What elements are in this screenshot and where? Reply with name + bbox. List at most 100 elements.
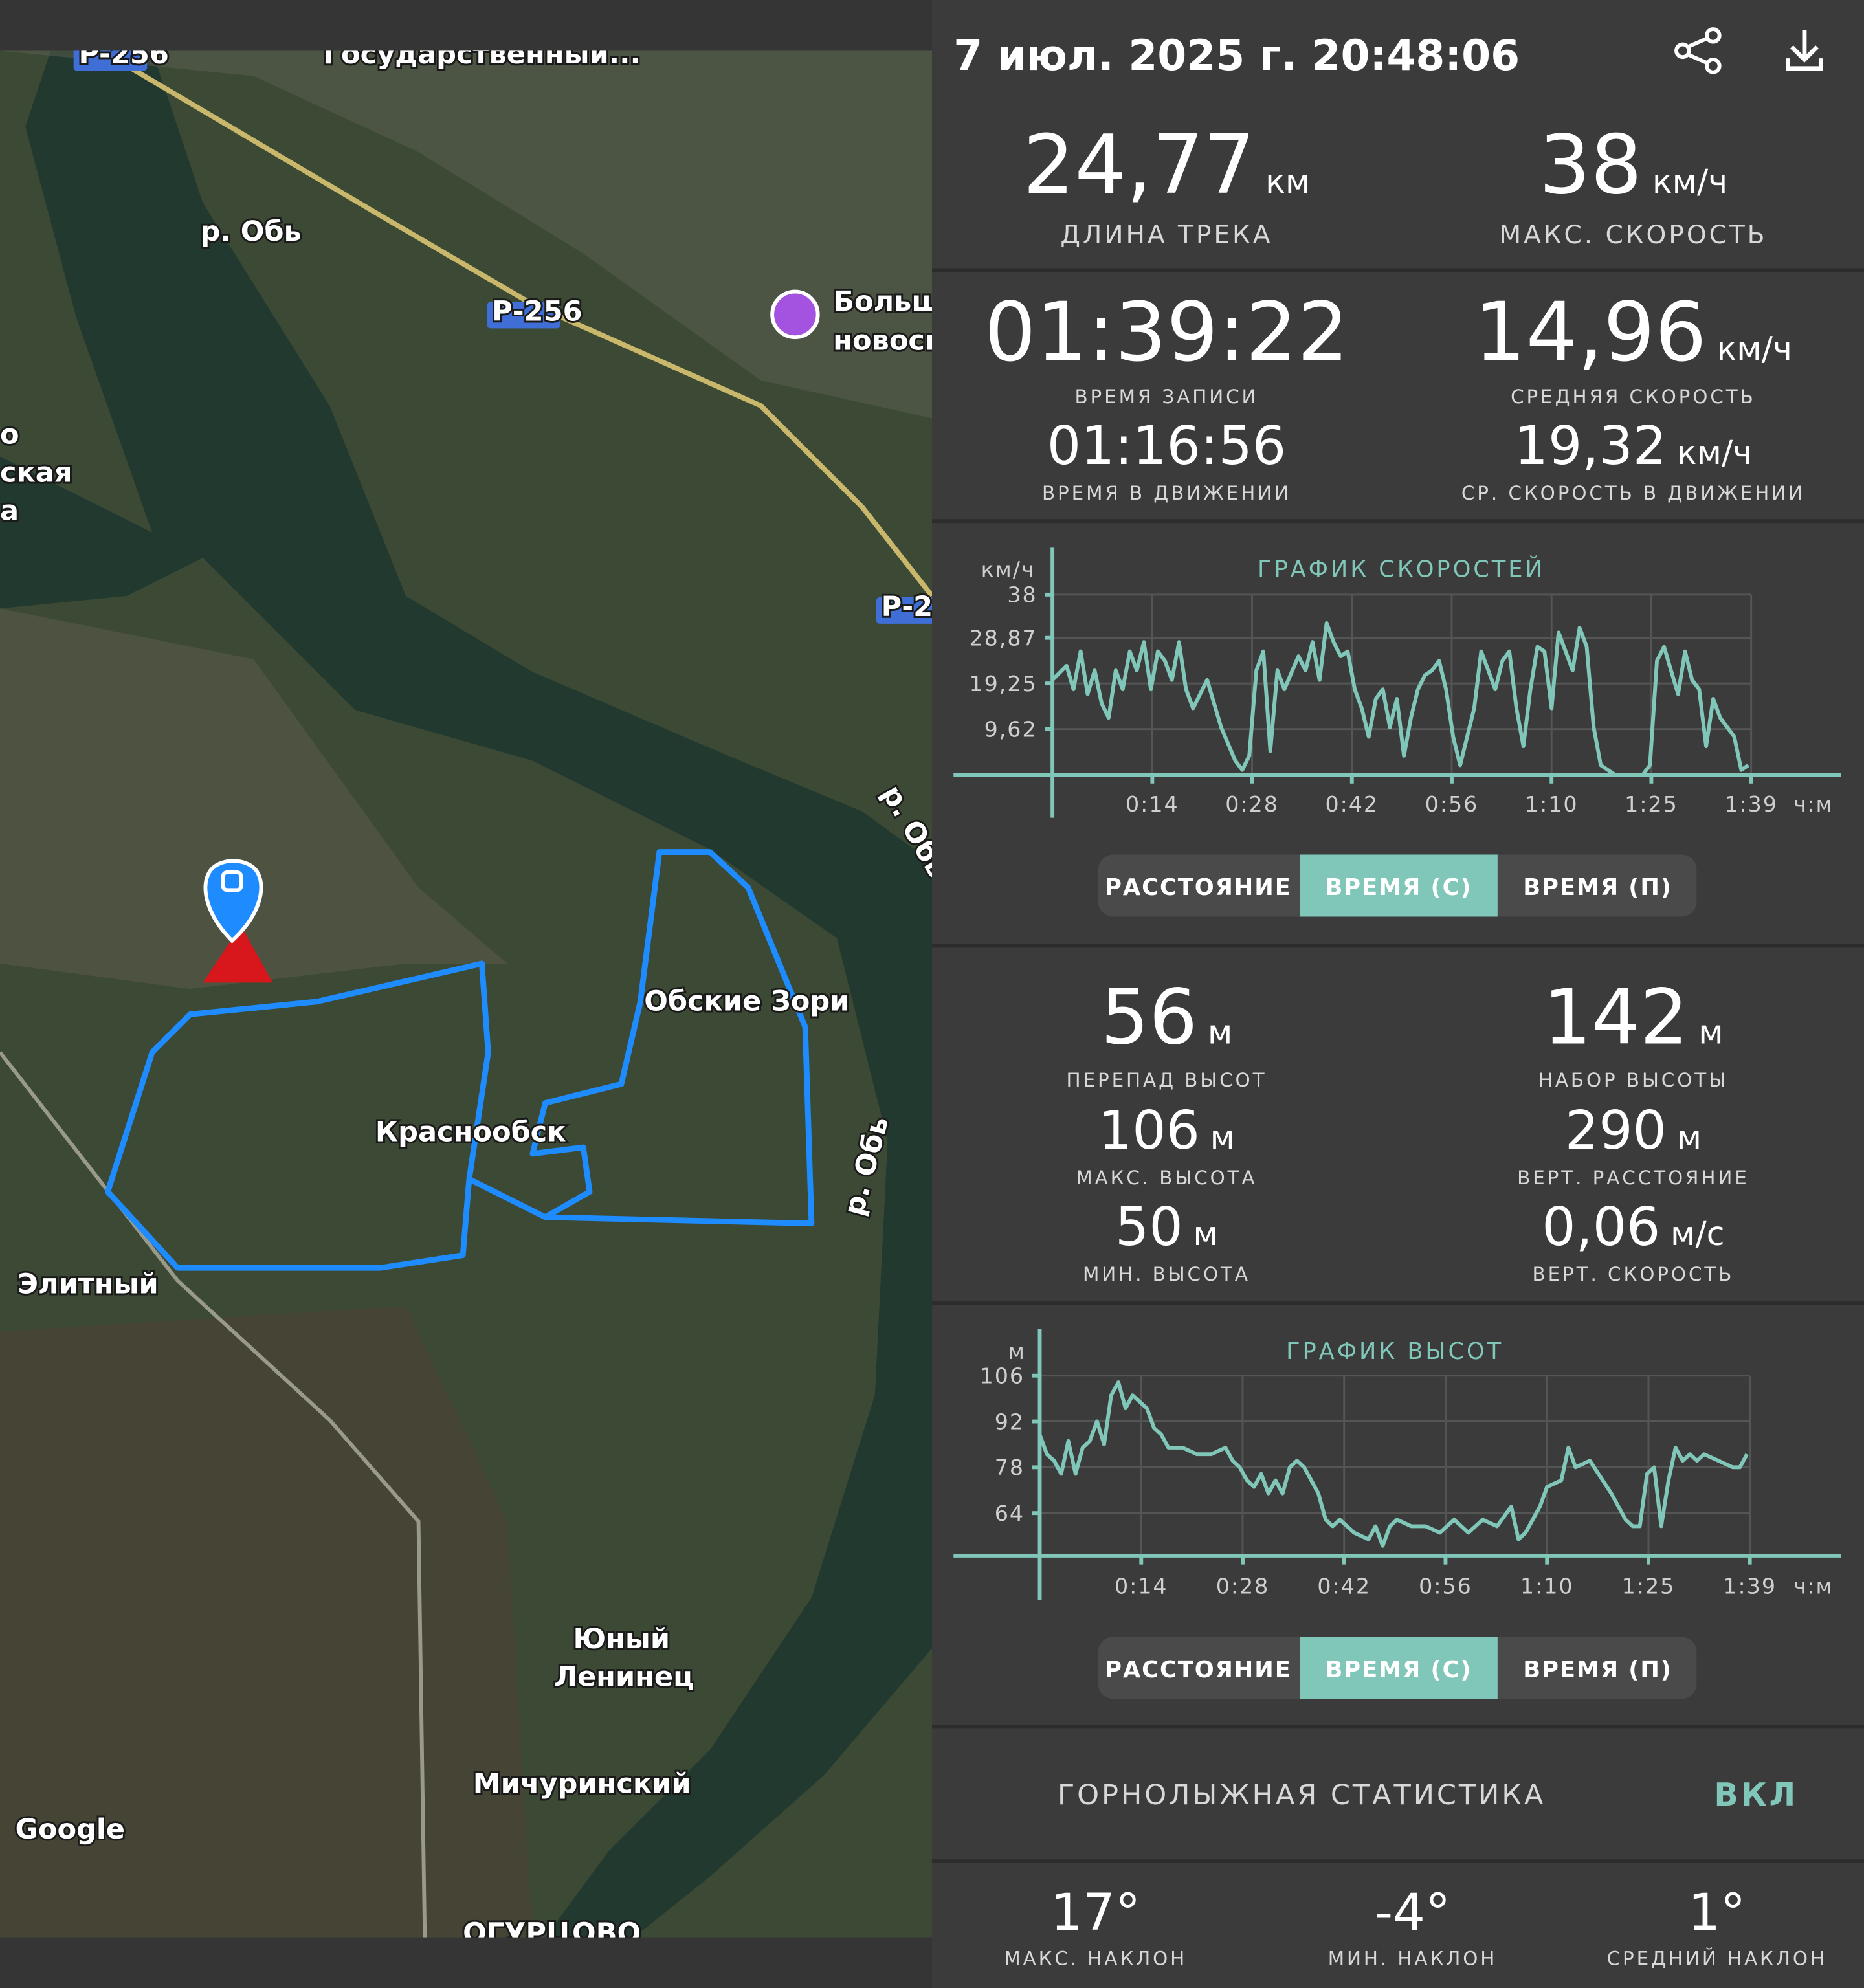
segment-button[interactable]: ВРЕМЯ (С): [1325, 874, 1472, 901]
stat-label: МИН. ВЫСОТА: [1083, 1263, 1250, 1285]
segment-button[interactable]: ВРЕМЯ (С): [1325, 1657, 1472, 1683]
track-title: 7 июл. 2025 г. 20:48:06: [953, 32, 1520, 80]
x-tick-label: 1:39: [1724, 791, 1778, 817]
download-button[interactable]: [1786, 30, 1823, 71]
stat-number: 56: [1101, 973, 1198, 1061]
stat-value: 01:39:22: [984, 285, 1349, 379]
stat-unit: м/с: [1670, 1215, 1725, 1254]
x-tick-label: 0:28: [1225, 791, 1279, 817]
map-label: Государственный...: [324, 38, 641, 71]
stat-label: ВРЕМЯ В ДВИЖЕНИИ: [1042, 482, 1291, 504]
stat-number: 38: [1539, 118, 1643, 212]
ski-label: МАКС. НАКЛОН: [1004, 1948, 1187, 1970]
stat-unit: км/ч: [1677, 434, 1752, 472]
stat-unit: м: [1677, 1119, 1702, 1157]
stat-value: 106 м: [1098, 1100, 1235, 1162]
y-tick-label: 78: [995, 1455, 1025, 1480]
stat-value: 19,32 км/ч: [1514, 415, 1753, 477]
map-label: Р-256: [78, 38, 168, 71]
map-attribution: Google: [16, 1813, 125, 1846]
map-label: Больш: [833, 285, 941, 318]
segment-selected: [1300, 1637, 1498, 1699]
stat-label: ВЕРТ. СКОРОСТЬ: [1533, 1263, 1735, 1285]
road-shield: [876, 597, 932, 624]
stat-value: 24,77 км: [1023, 118, 1311, 212]
stat-label: ДЛИНА ТРЕКА: [1060, 221, 1272, 250]
x-tick-label: 1:39: [1723, 1574, 1777, 1599]
stat-unit: км/ч: [1717, 330, 1792, 368]
map-label: Ленинец: [554, 1661, 694, 1694]
stat-number: 142: [1543, 973, 1688, 1061]
y-tick-label: 106: [980, 1363, 1025, 1388]
x-tick-label: 1:10: [1520, 1574, 1574, 1599]
stat-label: МАКС. СКОРОСТЬ: [1499, 221, 1767, 250]
map-label: Мичуринский: [473, 1767, 691, 1800]
road-shield: [487, 302, 560, 329]
stat-label: ПЕРЕПАД ВЫСОТ: [1066, 1069, 1267, 1091]
stat-label: НАБОР ВЫСОТЫ: [1538, 1069, 1728, 1091]
x-tick-label: 0:56: [1425, 791, 1479, 817]
stat-value: 56 м: [1101, 973, 1233, 1061]
stat-label: СРЕДНЯЯ СКОРОСТЬ: [1511, 386, 1756, 408]
ski-value: 1°: [1688, 1883, 1746, 1942]
stat-value: 50 м: [1115, 1197, 1218, 1258]
data-line: [1037, 1380, 1749, 1548]
chart-title: ГРАФИК СКОРОСТЕЙ: [1258, 555, 1545, 582]
map-label: Р-256: [492, 296, 582, 328]
x-axis-label: ч:м: [1793, 791, 1834, 817]
stat-number: 290: [1565, 1100, 1667, 1162]
y-tick-label: 92: [995, 1409, 1025, 1434]
x-axis-label: ч:м: [1793, 1574, 1834, 1599]
stat-number: 24,77: [1023, 118, 1256, 212]
stat-value: 142 м: [1543, 973, 1723, 1061]
x-tick-label: 0:42: [1317, 1574, 1371, 1599]
stat-number: 106: [1098, 1100, 1200, 1162]
stat-number: 01:39:22: [984, 285, 1349, 379]
stat-label: ВЕРТ. РАССТОЯНИЕ: [1517, 1167, 1749, 1189]
ski-value: 17°: [1050, 1883, 1140, 1942]
x-tick-label: 1:25: [1622, 1574, 1676, 1599]
segment-button[interactable]: ВРЕМЯ (П): [1523, 1657, 1672, 1683]
map-label: Элитный: [17, 1268, 158, 1300]
x-tick-label: 1:25: [1625, 791, 1678, 817]
ski-toggle[interactable]: ВКЛ: [1714, 1776, 1798, 1813]
stat-unit: м: [1210, 1119, 1235, 1157]
stat-label: ВРЕМЯ ЗАПИСИ: [1074, 386, 1258, 408]
stat-value: 14,96 км/ч: [1474, 285, 1792, 379]
stat-number: 01:16:56: [1047, 415, 1286, 477]
y-tick-label: 64: [995, 1501, 1025, 1526]
stat-unit: м: [1193, 1215, 1217, 1254]
road-shield: [73, 50, 148, 71]
y-tick-label: 9,62: [984, 716, 1037, 742]
stat-value: 290 м: [1565, 1100, 1702, 1162]
map-label: ская: [0, 456, 72, 489]
map-label: новоси: [833, 325, 944, 357]
stat-number: 50: [1115, 1197, 1183, 1258]
stat-number: 19,32: [1514, 415, 1667, 477]
ski-label: МИН. НАКЛОН: [1328, 1948, 1498, 1970]
stat-label: СР. СКОРОСТЬ В ДВИЖЕНИИ: [1461, 482, 1805, 504]
map[interactable]: Р-256 Государственный... р. Обь Р-256 Больш н…: [0, 38, 965, 1950]
map-label: о: [0, 419, 19, 451]
stat-value: 38 км/ч: [1539, 118, 1728, 212]
y-tick-label: 38: [1007, 582, 1037, 608]
stat-label: МАКС. ВЫСОТА: [1076, 1167, 1257, 1189]
x-tick-label: 0:42: [1325, 791, 1379, 817]
segment-button[interactable]: РАССТОЯНИЕ: [1105, 1657, 1292, 1683]
map-label: р. Обь: [201, 215, 302, 248]
stat-value: 01:16:56: [1047, 415, 1286, 477]
map-label: Юный: [573, 1623, 671, 1655]
x-tick-label: 0:28: [1216, 1574, 1270, 1599]
stat-unit: км: [1265, 163, 1310, 201]
stat-unit: м: [1208, 1013, 1232, 1052]
map-label: Краснообск: [375, 1116, 566, 1148]
map-label: ОГУРЦОВО: [463, 1917, 641, 1949]
segment-selected: [1300, 854, 1498, 917]
segment-button[interactable]: ВРЕМЯ (П): [1523, 874, 1672, 901]
stat-number: 14,96: [1474, 285, 1707, 379]
segment-button[interactable]: РАССТОЯНИЕ: [1105, 874, 1292, 901]
stat-unit: км/ч: [1652, 163, 1727, 201]
map-label: Обские Зори: [644, 985, 849, 1017]
share-button[interactable]: [1674, 27, 1722, 74]
